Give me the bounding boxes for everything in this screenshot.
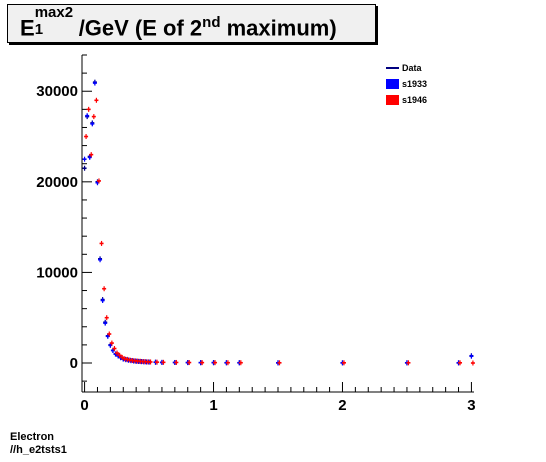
data-point: [90, 121, 95, 127]
data-point: [155, 359, 159, 365]
data-point: [161, 359, 166, 365]
x-tick-label: 1: [209, 397, 217, 414]
x-tick-label: 2: [338, 397, 346, 414]
data-point: [100, 298, 105, 304]
legend-label-Data: Data: [402, 63, 423, 73]
data-point: [200, 360, 205, 366]
title-nd-superscript: nd: [202, 14, 221, 31]
data-point: [225, 360, 230, 366]
data-point: [94, 97, 99, 103]
legend: Data s1933 s1946: [386, 63, 427, 105]
series-Data: [82, 79, 474, 366]
title-superscript: max2: [34, 4, 74, 21]
data-point: [187, 360, 192, 366]
y-tick-label: 0: [70, 355, 78, 372]
footer: Electron //h_e2tsts1: [10, 431, 67, 457]
data-point: [277, 360, 282, 366]
legend-box-s1946: [386, 95, 399, 105]
data-point: [87, 154, 92, 160]
data-point: [86, 106, 91, 112]
data-point: [112, 346, 117, 352]
data-point: [98, 257, 103, 263]
data-point: [406, 360, 411, 366]
data-point: [470, 360, 475, 366]
title-subscript: 1: [34, 21, 44, 38]
data-point: [102, 286, 107, 292]
axis-ticks: 0 1 2 3 0 10000 20000 30000: [36, 54, 476, 414]
data-point: [148, 359, 153, 365]
legend-label-s1933: s1933: [402, 79, 427, 89]
data-point: [458, 360, 463, 366]
series-layer: [82, 79, 475, 366]
data-point: [91, 114, 96, 120]
data-point: [85, 113, 90, 119]
series-s1933: [82, 80, 474, 366]
axes: [81, 55, 474, 393]
legend-label-s1946: s1946: [402, 95, 427, 105]
series-s1946: [84, 97, 475, 366]
y-tick-label: 30000: [36, 83, 78, 100]
footer-line1: Electron: [10, 431, 55, 443]
y-tick-label: 20000: [36, 174, 78, 191]
footer-line2: //h_e2tsts1: [10, 444, 67, 456]
data-point: [341, 360, 346, 366]
data-point: [84, 134, 89, 140]
data-point: [213, 360, 218, 366]
title-unit-text: /GeV (E of 2: [78, 15, 203, 41]
data-point: [107, 331, 112, 337]
data-point: [103, 320, 108, 326]
title-base: E: [20, 15, 35, 41]
data-point: [82, 156, 87, 162]
legend-box-s1933: [386, 79, 399, 89]
data-point: [96, 178, 101, 184]
x-tick-label: 3: [467, 397, 475, 414]
data-point: [82, 165, 87, 171]
data-point: [174, 359, 179, 365]
data-point: [104, 315, 109, 321]
title-tail: maximum): [220, 15, 337, 41]
data-point: [117, 352, 122, 358]
data-point: [89, 152, 94, 158]
data-point: [115, 350, 120, 356]
data-point: [469, 353, 474, 359]
x-tick-label: 0: [80, 397, 88, 414]
data-point: [120, 354, 125, 360]
data-point: [92, 80, 97, 86]
data-point: [99, 240, 104, 246]
data-point: [109, 340, 114, 346]
y-tick-label: 10000: [36, 264, 78, 281]
data-point: [238, 360, 243, 366]
